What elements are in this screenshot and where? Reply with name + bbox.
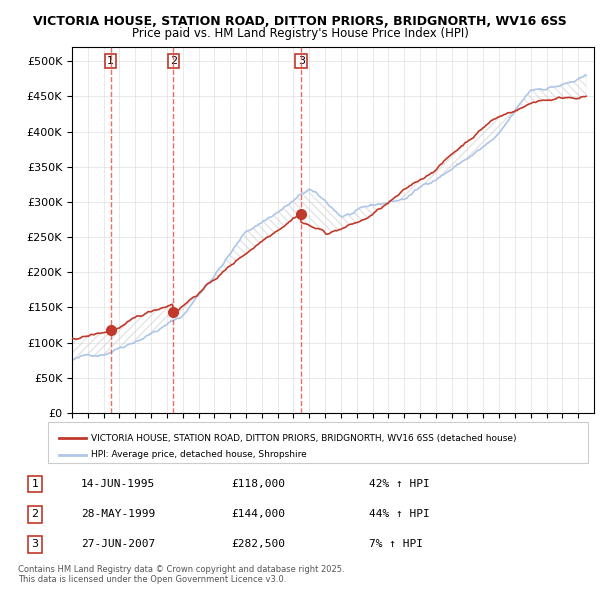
Text: 1: 1 [32,479,38,489]
Text: VICTORIA HOUSE, STATION ROAD, DITTON PRIORS, BRIDGNORTH, WV16 6SS (detached hous: VICTORIA HOUSE, STATION ROAD, DITTON PRI… [91,434,517,443]
Text: £282,500: £282,500 [231,539,285,549]
Text: 14-JUN-1995: 14-JUN-1995 [81,479,155,489]
Text: Price paid vs. HM Land Registry's House Price Index (HPI): Price paid vs. HM Land Registry's House … [131,27,469,40]
Text: £118,000: £118,000 [231,479,285,489]
Text: 7% ↑ HPI: 7% ↑ HPI [369,539,423,549]
Text: 3: 3 [298,56,305,66]
Text: 2: 2 [31,509,38,519]
Text: 1: 1 [107,56,114,66]
Text: 42% ↑ HPI: 42% ↑ HPI [369,479,430,489]
Text: Contains HM Land Registry data © Crown copyright and database right 2025.
This d: Contains HM Land Registry data © Crown c… [18,565,344,584]
Text: £144,000: £144,000 [231,509,285,519]
Text: 28-MAY-1999: 28-MAY-1999 [81,509,155,519]
Text: HPI: Average price, detached house, Shropshire: HPI: Average price, detached house, Shro… [91,450,307,460]
Text: VICTORIA HOUSE, STATION ROAD, DITTON PRIORS, BRIDGNORTH, WV16 6SS: VICTORIA HOUSE, STATION ROAD, DITTON PRI… [33,15,567,28]
Text: 44% ↑ HPI: 44% ↑ HPI [369,509,430,519]
Text: 2: 2 [170,56,177,66]
FancyBboxPatch shape [48,422,588,463]
Text: 27-JUN-2007: 27-JUN-2007 [81,539,155,549]
Text: 3: 3 [32,539,38,549]
